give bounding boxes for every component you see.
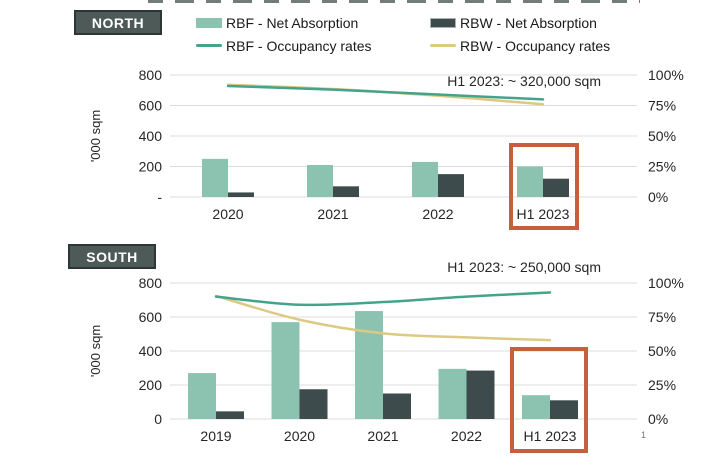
rbw-occupancy-line <box>214 294 552 342</box>
left-axis-tick: 200 <box>139 377 163 393</box>
page-number: 1 <box>641 430 647 440</box>
bar-rbw-2019 <box>216 411 244 419</box>
rbw-bar-swatch-icon <box>430 17 456 28</box>
y-axis-title: '000 sqm <box>88 325 103 377</box>
x-axis-label: 2020 <box>212 206 243 222</box>
right-axis-tick: 0% <box>648 411 668 427</box>
x-axis-label: 2020 <box>284 428 315 444</box>
x-axis-label: 2021 <box>317 206 348 222</box>
bar-rbw-2021 <box>333 186 359 197</box>
rbf-bar-swatch-icon <box>196 17 222 28</box>
legend-label: RBF - Occupancy rates <box>226 37 372 54</box>
bar-rbf-2019 <box>188 373 216 419</box>
bar-rbw-2021 <box>383 393 411 419</box>
x-axis-label: 2019 <box>200 428 231 444</box>
rbw-line-swatch-icon <box>430 44 456 47</box>
north-chart: 800 100% 600 75% 400 50% 200 25% - 0% '000 sqm 2020… <box>88 67 684 230</box>
left-axis-tick: 400 <box>139 343 163 359</box>
bar-rbf-2020 <box>271 322 300 419</box>
left-axis-tick: 200 <box>139 159 163 175</box>
h1-2023-annotation: H1 2023: ~ 320,000 sqm <box>447 73 601 89</box>
right-axis-tick: 25% <box>648 159 676 175</box>
rbf-occupancy-line <box>226 84 545 101</box>
rbf-occupancy-line <box>214 291 552 307</box>
right-axis-tick: 75% <box>648 309 676 325</box>
right-axis-tick: 50% <box>648 128 676 144</box>
right-axis-tick: 25% <box>648 377 676 393</box>
bar-rbf-2021 <box>355 311 383 419</box>
left-axis-tick: 0 <box>154 411 162 427</box>
bar-rbw-H1 2023 <box>543 178 569 197</box>
legend-label: RBF - Net Absorption <box>226 14 359 31</box>
bar-rbw-2022 <box>438 174 464 197</box>
legend-item-rbf-occupancy-rates: RBF - Occupancy rates <box>196 35 430 56</box>
x-axis-label: H1 2023 <box>517 206 570 222</box>
south-chart: 800 100% 600 75% 400 50% 200 25% 0 0% '000 sqm 2019… <box>88 259 684 453</box>
north-section-label: NORTH <box>74 10 162 35</box>
bar-rbf-H1 2023 <box>517 166 543 197</box>
bar-rbw-2022 <box>466 370 495 419</box>
right-axis-tick: 100% <box>648 275 684 291</box>
left-axis-tick: 600 <box>139 98 163 114</box>
cropped-title-fragment <box>148 0 640 3</box>
y-axis-title: '000 sqm <box>88 110 103 162</box>
bar-rbw-2020 <box>299 389 328 419</box>
left-axis-tick: - <box>157 189 162 205</box>
x-axis-label: H1 2023 <box>524 428 577 444</box>
legend-item-rbf-net-absorption: RBF - Net Absorption <box>196 12 430 33</box>
bar-rbw-H1 2023 <box>550 400 578 419</box>
right-axis-tick: 50% <box>648 343 676 359</box>
bar-rbf-2020 <box>202 158 228 197</box>
x-axis-label: 2022 <box>422 206 453 222</box>
bar-rbf-2022 <box>438 368 467 419</box>
h1-2023-highlight-box <box>510 347 588 453</box>
left-axis-tick: 800 <box>139 275 163 291</box>
left-axis-tick: 400 <box>139 128 163 144</box>
legend-label: RBW - Net Absorption <box>460 14 597 31</box>
right-axis-tick: 75% <box>648 98 676 114</box>
legend-item-rbw-net-absorption: RBW - Net Absorption <box>430 12 610 33</box>
right-axis-tick: 0% <box>648 189 668 205</box>
h1-2023-highlight-box <box>509 143 579 230</box>
bar-rbw-2020 <box>228 192 254 197</box>
legend-item-rbw-occupancy-rates: RBW - Occupancy rates <box>430 35 610 56</box>
bar-rbf-2021 <box>307 164 333 197</box>
bar-rbf-H1 2023 <box>522 395 550 419</box>
chart-legend: RBF - Net Absorption RBW - Net Absorptio… <box>196 12 610 56</box>
rbf-line-swatch-icon <box>196 44 222 47</box>
right-axis-tick: 100% <box>648 67 684 83</box>
south-section-label: SOUTH <box>68 244 156 269</box>
left-axis-tick: 600 <box>139 309 163 325</box>
legend-label: RBW - Occupancy rates <box>460 37 611 54</box>
x-axis-label: 2021 <box>367 428 398 444</box>
bar-rbf-2022 <box>412 161 438 197</box>
x-axis-label: 2022 <box>451 428 482 444</box>
h1-2023-annotation: H1 2023: ~ 250,000 sqm <box>447 259 601 275</box>
left-axis-tick: 800 <box>139 67 163 83</box>
